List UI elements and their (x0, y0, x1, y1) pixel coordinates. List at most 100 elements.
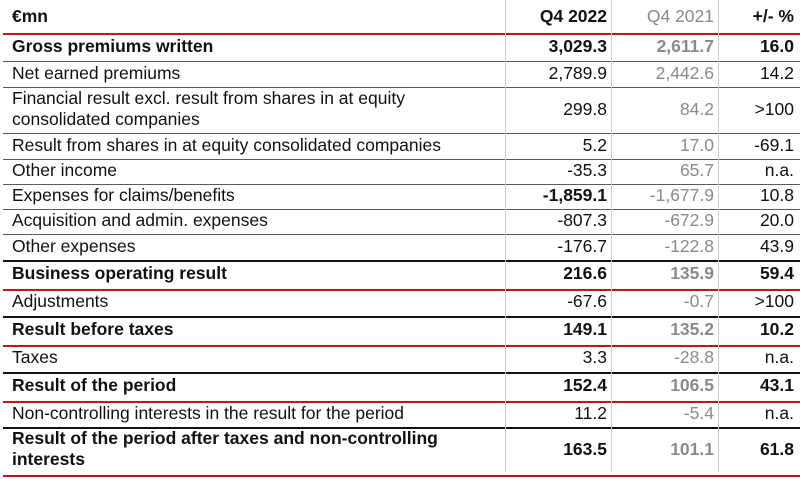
value-q4-2021: 2,611.7 (656, 35, 714, 56)
table-row: Gross premiums written 3,029.3 2,611.7 1… (0, 32, 800, 60)
value-q4-2021: 17.0 (679, 134, 714, 155)
value-q4-2021: -122.8 (664, 235, 714, 256)
row-label: Result of the period after taxes and non… (12, 428, 438, 469)
table-header: €mn Q4 2022 Q4 2021 +/- % (0, 0, 800, 32)
table-row: Result from shares in at equity consolid… (0, 132, 800, 158)
row-divider (3, 372, 800, 374)
row-label: Result of the period (12, 375, 177, 395)
row-label: Financial result excl. result from share… (12, 88, 405, 129)
value-q4-2022: -176.7 (557, 235, 607, 256)
value-change: 10.8 (759, 185, 794, 205)
table-row: Result of the period after taxes and non… (0, 426, 800, 472)
row-divider (3, 260, 800, 262)
value-q4-2022: -67.6 (567, 291, 607, 311)
table-row: Result of the period 152.4 106.5 43.1 (0, 371, 800, 400)
value-q4-2021: -672.9 (664, 210, 714, 230)
value-change: 43.1 (759, 375, 794, 395)
value-change: 61.8 (759, 438, 794, 459)
row-divider (3, 209, 800, 210)
column-separator (505, 0, 506, 472)
column-separator (718, 0, 719, 472)
value-q4-2021: 135.9 (670, 263, 714, 283)
value-q4-2022: 299.8 (563, 98, 607, 119)
row-label: Taxes (12, 347, 58, 367)
row-label: Other income (12, 160, 118, 180)
value-q4-2021: 135.2 (670, 319, 714, 339)
value-q4-2021: -1,677.9 (649, 185, 714, 205)
table-row: Financial result excl. result from share… (0, 86, 800, 132)
row-divider (3, 401, 800, 403)
value-q4-2022: 149.1 (563, 319, 607, 339)
row-divider (3, 316, 800, 318)
row-label: Expenses for claims/benefits (12, 185, 235, 205)
value-q4-2021: -5.4 (683, 402, 714, 423)
row-label: Business operating result (12, 263, 227, 283)
column-header-q4-2021: Q4 2021 (646, 5, 714, 26)
table-row: Taxes 3.3 -28.8 n.a. (0, 344, 800, 371)
column-separator (611, 0, 612, 472)
value-q4-2022: -35.3 (567, 160, 607, 180)
value-q4-2021: 84.2 (679, 98, 714, 119)
table-row: Result before taxes 149.1 135.2 10.2 (0, 315, 800, 344)
row-divider (3, 61, 800, 62)
currency-unit-header: €mn (12, 5, 48, 26)
value-q4-2022: -807.3 (557, 210, 607, 230)
row-label: Result before taxes (12, 319, 174, 339)
row-divider (3, 133, 800, 134)
row-divider (3, 234, 800, 235)
value-change: 43.9 (759, 235, 794, 256)
row-divider (3, 289, 800, 291)
table-row: Adjustments -67.6 -0.7 >100 (0, 288, 800, 315)
value-change: 16.0 (759, 35, 794, 56)
value-q4-2021: -28.8 (674, 347, 714, 367)
value-change: >100 (754, 98, 794, 119)
value-change: 59.4 (759, 263, 794, 283)
value-q4-2022: 163.5 (563, 438, 607, 459)
table-row: Expenses for claims/benefits -1,859.1 -1… (0, 183, 800, 208)
row-label: Acquisition and admin. expenses (12, 210, 268, 230)
table-row: Net earned premiums 2,789.9 2,442.6 14.2 (0, 60, 800, 86)
row-divider (3, 345, 800, 347)
value-change: n.a. (764, 347, 794, 367)
value-change: n.a. (764, 160, 794, 180)
value-q4-2022: 3,029.3 (548, 35, 607, 56)
value-change: >100 (754, 291, 794, 311)
row-label: Net earned premiums (12, 62, 181, 83)
value-q4-2022: -1,859.1 (542, 185, 607, 205)
table-row: Acquisition and admin. expenses -807.3 -… (0, 208, 800, 233)
table-row: Business operating result 216.6 135.9 59… (0, 259, 800, 288)
header-divider (3, 33, 800, 35)
column-header-q4-2022: Q4 2022 (539, 5, 607, 26)
row-divider (3, 159, 800, 160)
table-bottom-rule (3, 475, 800, 477)
value-q4-2022: 2,789.9 (548, 62, 607, 83)
value-q4-2021: 2,442.6 (655, 62, 714, 83)
value-q4-2022: 3.3 (582, 347, 607, 367)
table-row: Non-controlling interests in the result … (0, 400, 800, 426)
row-divider (3, 87, 800, 88)
value-q4-2021: 65.7 (679, 160, 714, 180)
value-q4-2022: 216.6 (563, 263, 607, 283)
row-divider (3, 184, 800, 185)
value-change: 10.2 (759, 319, 794, 339)
value-q4-2022: 11.2 (574, 402, 607, 423)
value-change: 14.2 (759, 62, 794, 83)
value-change: -69.1 (754, 134, 794, 155)
value-q4-2021: 101.1 (670, 438, 714, 459)
row-label: Other expenses (12, 235, 136, 256)
table-row: Other expenses -176.7 -122.8 43.9 (0, 233, 800, 259)
value-q4-2021: 106.5 (670, 375, 714, 395)
value-q4-2022: 152.4 (563, 375, 607, 395)
column-header-change: +/- % (752, 5, 794, 26)
row-divider (3, 427, 800, 429)
table-row: Other income -35.3 65.7 n.a. (0, 158, 800, 183)
row-label: Result from shares in at equity consolid… (12, 134, 441, 155)
value-change: 20.0 (759, 210, 794, 230)
row-label: Non-controlling interests in the result … (12, 402, 405, 423)
row-label: Gross premiums written (12, 35, 214, 56)
value-q4-2021: -0.7 (683, 291, 714, 311)
value-q4-2022: 5.2 (582, 134, 607, 155)
row-label: Adjustments (12, 291, 109, 311)
value-change: n.a. (764, 402, 794, 423)
